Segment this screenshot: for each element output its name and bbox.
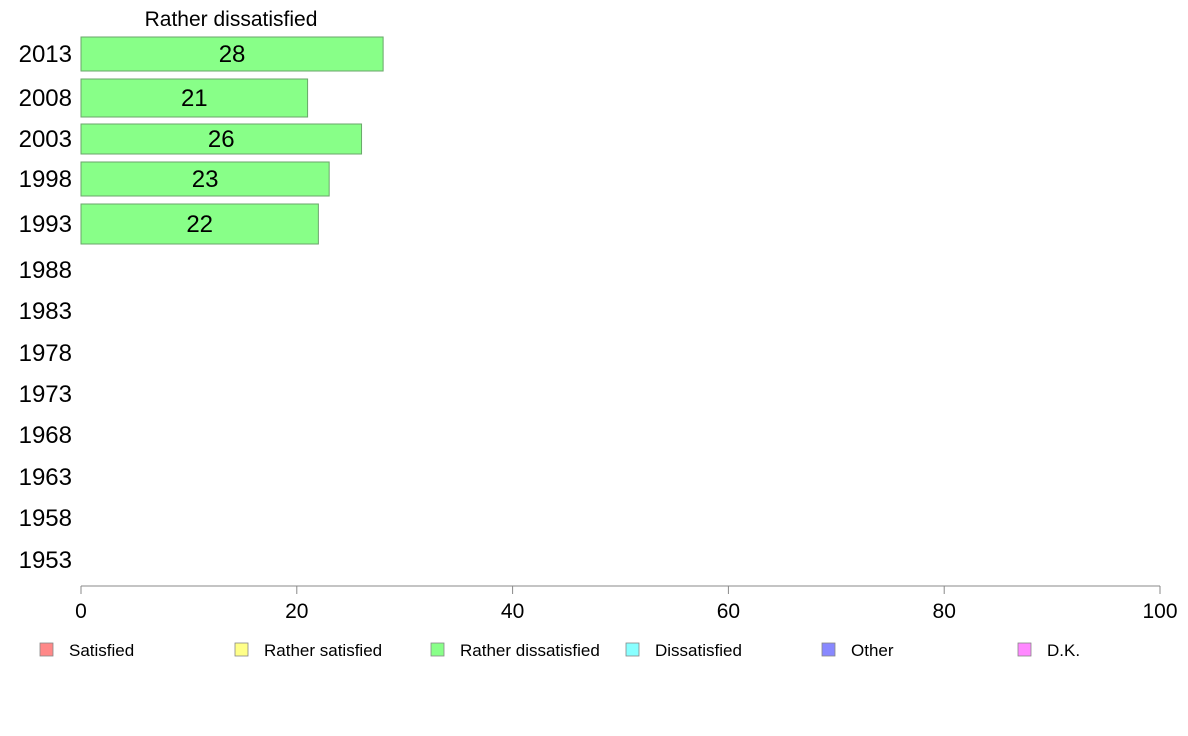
bar-value-label-2013: 28 <box>219 41 246 68</box>
y-tick-label-1963: 1963 <box>19 464 72 491</box>
y-tick-label-1978: 1978 <box>19 340 72 367</box>
y-tick-label-1988: 1988 <box>19 257 72 284</box>
bar-value-label-2008: 21 <box>181 85 208 112</box>
bar-1993 <box>80 203 319 245</box>
y-tick-label-1968: 1968 <box>19 422 72 449</box>
y-tick-label-1958: 1958 <box>19 505 72 532</box>
legend-swatch-4 <box>625 642 640 657</box>
legend-label-6: D.K. <box>1047 641 1080 660</box>
x-tick-label-60: 60 <box>717 600 740 623</box>
bar-2013 <box>80 36 384 72</box>
bar-value-label-2003: 26 <box>208 126 235 153</box>
legend-swatch-5 <box>821 642 836 657</box>
y-axis-labels: 2013 2008 2003 1998 1993 1988 1983 1978 1973 1968… <box>19 41 72 574</box>
y-tick-label-2003: 2003 <box>19 126 72 153</box>
x-tick-label-40: 40 <box>501 600 524 623</box>
x-tick-label-100: 100 <box>1142 600 1177 623</box>
x-tick-label-20: 20 <box>285 600 308 623</box>
y-tick-label-1973: 1973 <box>19 381 72 408</box>
y-tick-label-1998: 1998 <box>19 166 72 193</box>
legend-label-3: Rather dissatisfied <box>460 641 600 660</box>
legend: Satisfied Rather satisfied Rather dissatis… <box>39 641 1080 660</box>
bar-value-label-1998: 23 <box>192 166 219 193</box>
y-tick-label-1953: 1953 <box>19 547 72 574</box>
chart-title: Rather dissatisfied <box>145 8 318 31</box>
x-axis: 0 20 40 60 80 100 <box>75 585 1178 623</box>
bar-1998 <box>80 161 330 197</box>
x-tick-label-80: 80 <box>933 600 956 623</box>
y-tick-label-1983: 1983 <box>19 298 72 325</box>
y-tick-label-2008: 2008 <box>19 85 72 112</box>
y-tick-label-1993: 1993 <box>19 211 72 238</box>
x-tick-label-0: 0 <box>75 600 87 623</box>
legend-swatch-3 <box>430 642 445 657</box>
legend-label-5: Other <box>851 641 894 660</box>
legend-label-2: Rather satisfied <box>264 641 382 660</box>
legend-label-4: Dissatisfied <box>655 641 742 660</box>
bar-2003 <box>80 123 363 155</box>
y-tick-label-2013: 2013 <box>19 41 72 68</box>
bar-value-label-1993: 22 <box>186 211 213 238</box>
legend-swatch-2 <box>234 642 249 657</box>
legend-swatch-6 <box>1017 642 1032 657</box>
bar-2008 <box>80 78 309 118</box>
legend-label-1: Satisfied <box>69 641 134 660</box>
legend-swatch-1 <box>39 642 54 657</box>
